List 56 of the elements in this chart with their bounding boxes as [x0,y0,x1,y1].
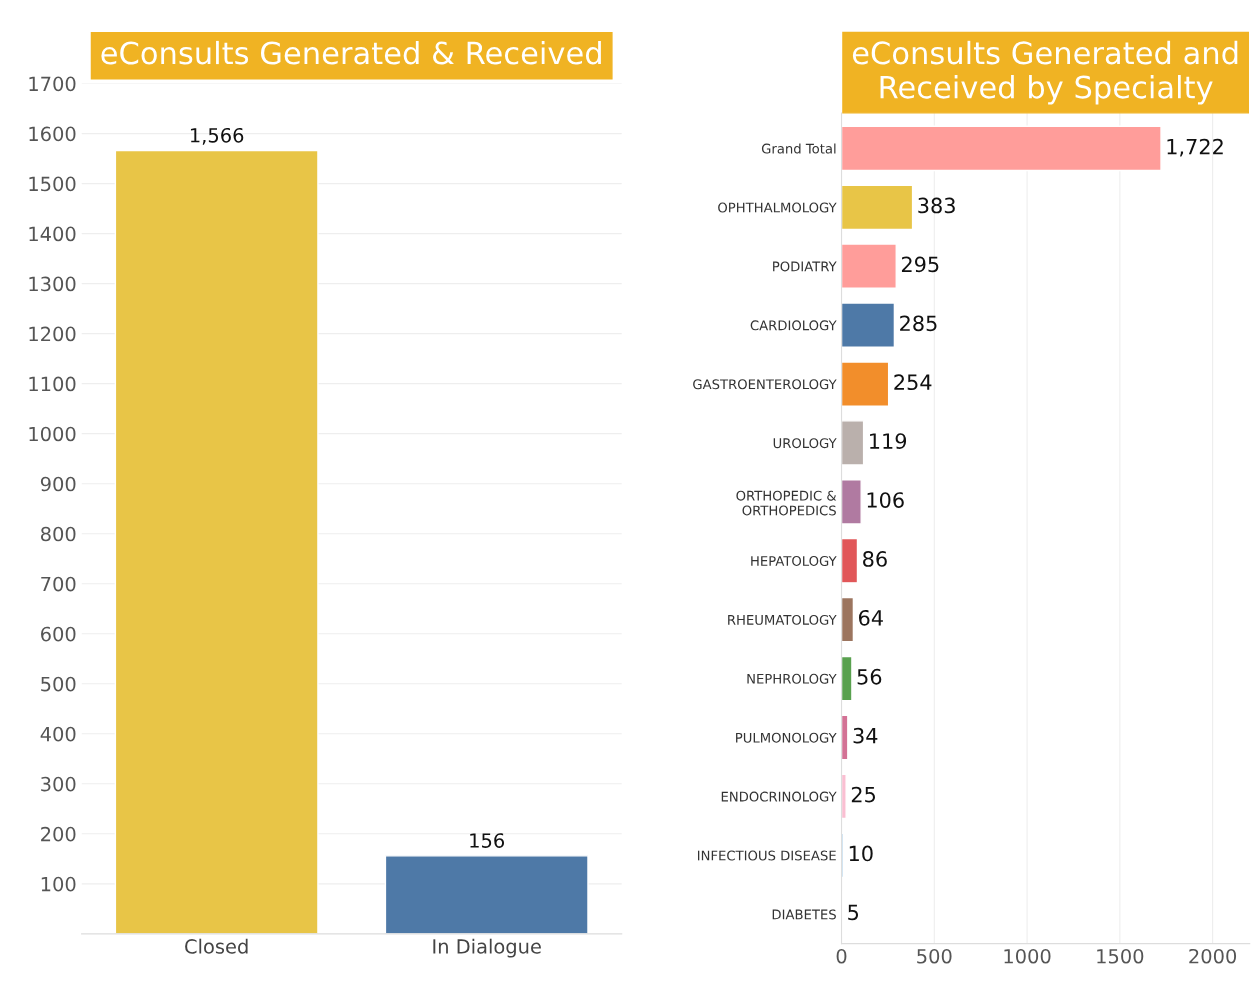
y-tick-label: 100 [41,876,76,892]
y-tick-label: 1300 [29,276,76,292]
y-tick-label: ENDOCRINOLOGY [721,791,837,802]
data-label: 383 [918,197,955,214]
x-tick-label: In Dialogue [433,938,541,958]
x-tick-label: 1000 [1004,948,1051,964]
data-label: 254 [894,374,932,391]
y-tick-label: RHEUMATOLOGY [728,614,837,625]
y-tick-label: 1400 [29,226,76,242]
y-tick-label: PODIATRY [773,261,837,272]
y-tick-label: NEPHROLOGY [747,673,837,684]
data-label: 295 [901,256,939,273]
y-tick-label: OPHTHALMOLOGY [718,202,837,213]
data-label: 64 [859,609,883,626]
y-tick-label: 1200 [29,326,76,342]
data-label: 86 [863,551,887,567]
x-tick-label: Closed [185,938,248,954]
x-tick-label: 0 [836,948,847,964]
y-tick-label: 400 [40,726,76,742]
y-tick-label: HEPATOLOGY [751,555,837,566]
y-tick-label: 1600 [29,126,76,142]
y-tick-label: UROLOGY [773,438,837,449]
y-tick-label: 300 [41,776,76,792]
y-tick-label: 200 [41,826,76,842]
chart-title: eConsults Generated and Received by Specialty [852,40,1238,105]
y-tick-label: 700 [41,576,76,592]
data-label: 56 [857,668,882,685]
x-tick-label: 500 [917,948,952,964]
data-label: 34 [853,727,878,744]
data-label: 5 [848,904,859,921]
data-label: 1,566 [190,127,244,145]
y-tick-label: 500 [41,676,76,692]
y-tick-label: 800 [40,526,76,542]
data-label: 106 [867,492,904,508]
y-tick-label: 1700 [29,76,76,92]
chart-title: eConsults Generated & Received [101,40,601,65]
data-label: 10 [849,845,873,862]
x-tick-label: 2000 [1189,948,1237,964]
y-tick-label: 1500 [29,176,76,192]
y-tick-label: DIABETES [772,909,836,920]
y-tick-label: 900 [40,476,76,492]
data-label: 156 [470,833,505,848]
data-label: 25 [851,786,876,803]
y-tick-label: INFECTIOUS DISEASE [697,850,836,861]
y-tick-label: 1000 [29,426,76,442]
y-tick-label: GASTROENTEROLOGY [693,379,837,390]
y-tick-label: 1100 [29,376,76,392]
y-tick-label: Grand Total [761,143,836,154]
y-tick-label: 600 [41,626,76,642]
data-label: 285 [900,315,937,332]
y-tick-label: PULMONOLOGY [736,732,837,743]
data-label: 119 [870,433,907,449]
data-label: 1,722 [1167,138,1223,157]
x-tick-label: 1500 [1097,948,1144,964]
y-tick-label: ORTHOPEDIC & ORTHOPEDICS [736,490,837,516]
y-tick-label: CARDIOLOGY [750,320,837,331]
